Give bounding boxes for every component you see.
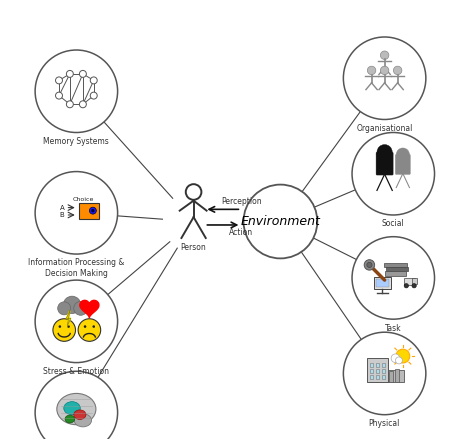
Circle shape [364,260,374,270]
Text: Choice: Choice [72,197,93,202]
Circle shape [380,66,389,75]
Text: Memory Systems: Memory Systems [44,137,109,146]
Circle shape [55,92,63,99]
FancyBboxPatch shape [376,375,379,379]
Circle shape [393,66,402,75]
Circle shape [352,237,435,319]
Circle shape [377,144,392,160]
Circle shape [391,354,400,362]
FancyBboxPatch shape [370,363,374,366]
FancyBboxPatch shape [376,363,379,366]
Circle shape [396,349,410,363]
Circle shape [35,280,118,362]
Circle shape [343,332,426,415]
FancyBboxPatch shape [395,155,410,175]
Circle shape [92,325,95,328]
Text: Perception: Perception [221,197,262,206]
Circle shape [64,296,81,314]
FancyBboxPatch shape [382,363,385,366]
Text: Task: Task [385,323,401,333]
Polygon shape [66,311,71,326]
Circle shape [66,70,73,78]
Text: Organisational: Organisational [356,124,413,133]
FancyBboxPatch shape [411,278,417,284]
Ellipse shape [64,402,80,415]
Circle shape [380,51,389,59]
Text: Information Processing &
Decision Making: Information Processing & Decision Making [28,258,125,278]
Circle shape [396,148,410,161]
FancyBboxPatch shape [79,203,100,219]
Circle shape [404,284,409,288]
FancyBboxPatch shape [386,267,408,272]
Circle shape [59,325,61,328]
Circle shape [412,284,416,288]
Text: A: A [60,205,64,210]
FancyBboxPatch shape [385,272,406,276]
Circle shape [58,302,71,315]
Circle shape [343,37,426,120]
Circle shape [67,325,70,328]
Circle shape [90,77,97,84]
Text: B: B [60,212,64,218]
Circle shape [80,70,86,78]
FancyBboxPatch shape [394,369,399,382]
FancyBboxPatch shape [370,375,374,379]
Circle shape [90,92,97,99]
FancyBboxPatch shape [387,370,404,382]
Circle shape [244,185,317,258]
FancyBboxPatch shape [376,279,389,288]
FancyBboxPatch shape [382,369,385,373]
Circle shape [78,319,100,341]
FancyBboxPatch shape [367,358,388,382]
FancyBboxPatch shape [370,369,374,373]
FancyBboxPatch shape [374,276,391,289]
FancyBboxPatch shape [376,152,393,175]
Text: Person: Person [181,243,207,252]
Ellipse shape [74,410,86,420]
Text: Action: Action [229,229,254,237]
Text: Environment: Environment [240,215,320,228]
Polygon shape [80,300,99,318]
Circle shape [66,101,73,108]
Ellipse shape [57,393,96,425]
Circle shape [367,262,372,268]
Text: Physical: Physical [368,419,400,428]
FancyBboxPatch shape [382,375,385,379]
FancyBboxPatch shape [389,371,393,382]
FancyBboxPatch shape [376,369,379,373]
Circle shape [35,171,118,254]
Text: Social: Social [382,219,405,228]
Circle shape [90,207,96,214]
Circle shape [352,132,435,215]
Circle shape [74,301,88,315]
FancyBboxPatch shape [383,263,407,267]
Text: Stress & Emotion: Stress & Emotion [43,367,109,376]
Circle shape [80,101,86,108]
Circle shape [84,325,86,328]
Circle shape [367,66,376,75]
Circle shape [55,77,63,84]
Ellipse shape [65,415,74,423]
Circle shape [91,209,95,212]
Circle shape [35,371,118,443]
FancyBboxPatch shape [404,278,415,285]
Circle shape [395,357,402,364]
Ellipse shape [74,414,91,427]
Circle shape [186,184,201,200]
Circle shape [53,319,75,341]
Circle shape [35,50,118,132]
